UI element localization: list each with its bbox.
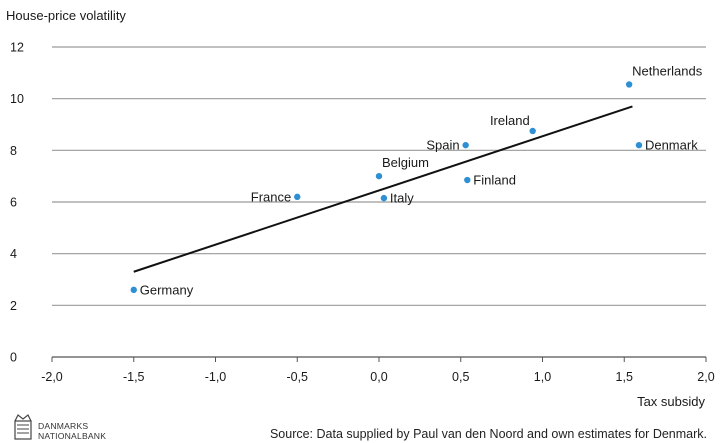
grid-lines [52, 46, 706, 306]
point-label: Belgium [382, 155, 429, 170]
data-point [462, 141, 469, 149]
y-tick-label: 10 [10, 92, 24, 106]
data-point [375, 172, 383, 180]
danmarks-nationalbank-logo: DANMARKS NATIONALBANK [12, 411, 106, 441]
x-tick-label: 0,0 [370, 370, 387, 384]
crown-icon [14, 414, 32, 440]
point-label: France [251, 189, 291, 204]
point-label: Spain [426, 138, 459, 153]
x-tick-label: 0,5 [452, 370, 469, 384]
x-tick-label: 1,0 [534, 370, 551, 384]
y-tick-labels: 0 2 4 6 8 10 12 [10, 41, 24, 365]
logo-line2: NATIONALBANK [38, 430, 107, 441]
trend-line-group [133, 105, 633, 273]
x-tick-label: 1,5 [616, 370, 633, 384]
x-axis [51, 356, 707, 362]
y-tick-label: 4 [10, 247, 17, 261]
x-tick-label: -0,5 [286, 370, 308, 384]
point-label: Germany [140, 282, 194, 297]
data-point [380, 194, 388, 202]
y-tick-label: 12 [10, 41, 24, 55]
logo-line1: DANMARKS [38, 421, 89, 431]
point-label: Finland [473, 173, 516, 188]
data-point [625, 81, 633, 88]
point-label: Denmark [645, 138, 698, 153]
point-label: Italy [390, 191, 414, 206]
data-point [464, 176, 471, 184]
y-tick-label: 8 [10, 144, 17, 158]
data-point [130, 286, 137, 294]
data-points: Germany France Belgium Italy Spain Finland Ire… [130, 63, 703, 297]
x-tick-labels: -2,0 -1,5 -1,0 -0,5 0,0 0,5 1,0 1,5 2,0 [41, 370, 715, 384]
point-label: Ireland [490, 113, 530, 128]
scatter-chart: 0 2 4 6 8 10 12 -2,0 -1,5 -1,0 -0,5 0,0 0,5 1,0 1,5 2,… [10, 41, 715, 385]
y-tick-label: 6 [10, 196, 17, 210]
data-point [529, 127, 536, 135]
x-tick-label: -2,0 [41, 370, 63, 384]
x-axis-title: Tax subsidy [637, 394, 705, 409]
x-tick-label: 2,0 [697, 370, 714, 384]
data-point [635, 141, 643, 149]
x-tick-label: -1,0 [205, 370, 227, 384]
trend-line [133, 105, 633, 273]
y-axis-title: House-price volatility [6, 8, 126, 23]
y-tick-label: 2 [10, 299, 17, 313]
source-note: Source: Data supplied by Paul van den No… [269, 427, 707, 441]
point-label: Netherlands [632, 63, 703, 78]
x-tick-label: -1,5 [123, 370, 145, 384]
y-tick-label: 0 [10, 351, 17, 365]
data-point [294, 193, 301, 201]
